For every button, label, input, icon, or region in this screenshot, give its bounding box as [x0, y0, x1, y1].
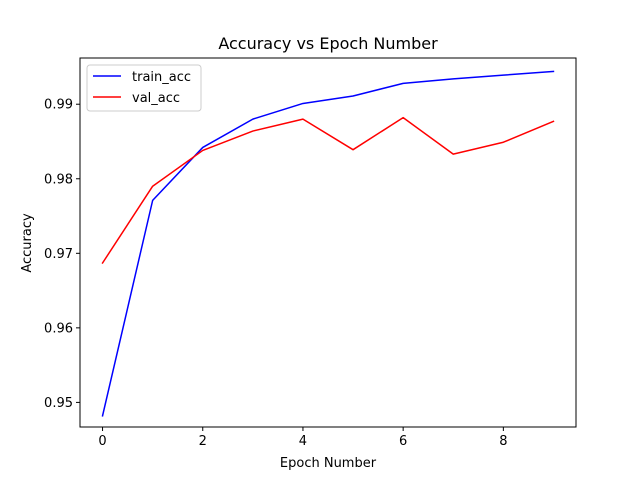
x-tick-label: 4 — [299, 434, 307, 449]
plot-area-frame — [79, 57, 577, 428]
x-axis-label: Epoch Number — [280, 456, 377, 471]
x-tick-label: 2 — [199, 434, 207, 449]
y-axis-ticks: 0.95 0.96 0.97 0.98 0.99 — [44, 98, 80, 411]
legend-label-val-acc: val_acc — [132, 91, 180, 106]
y-tick-label: 0.95 — [44, 396, 73, 411]
y-tick-label: 0.97 — [44, 247, 73, 262]
legend: train_acc val_acc — [86, 64, 202, 112]
series-layer — [101, 70, 555, 417]
y-tick-label: 0.96 — [44, 321, 73, 336]
x-tick-label: 0 — [98, 434, 106, 449]
y-axis-label: Accuracy — [20, 213, 35, 273]
y-tick-label: 0.98 — [44, 172, 73, 187]
x-tick-label: 6 — [399, 434, 407, 449]
series-line-val-acc — [101, 116, 555, 265]
legend-label-train-acc: train_acc — [132, 70, 191, 85]
x-tick-label: 8 — [499, 434, 507, 449]
chart-title: Accuracy vs Epoch Number — [218, 34, 438, 53]
x-axis-ticks: 0 2 4 6 8 — [98, 427, 507, 449]
y-tick-label: 0.99 — [44, 98, 73, 113]
series-line-train-acc — [101, 70, 555, 417]
